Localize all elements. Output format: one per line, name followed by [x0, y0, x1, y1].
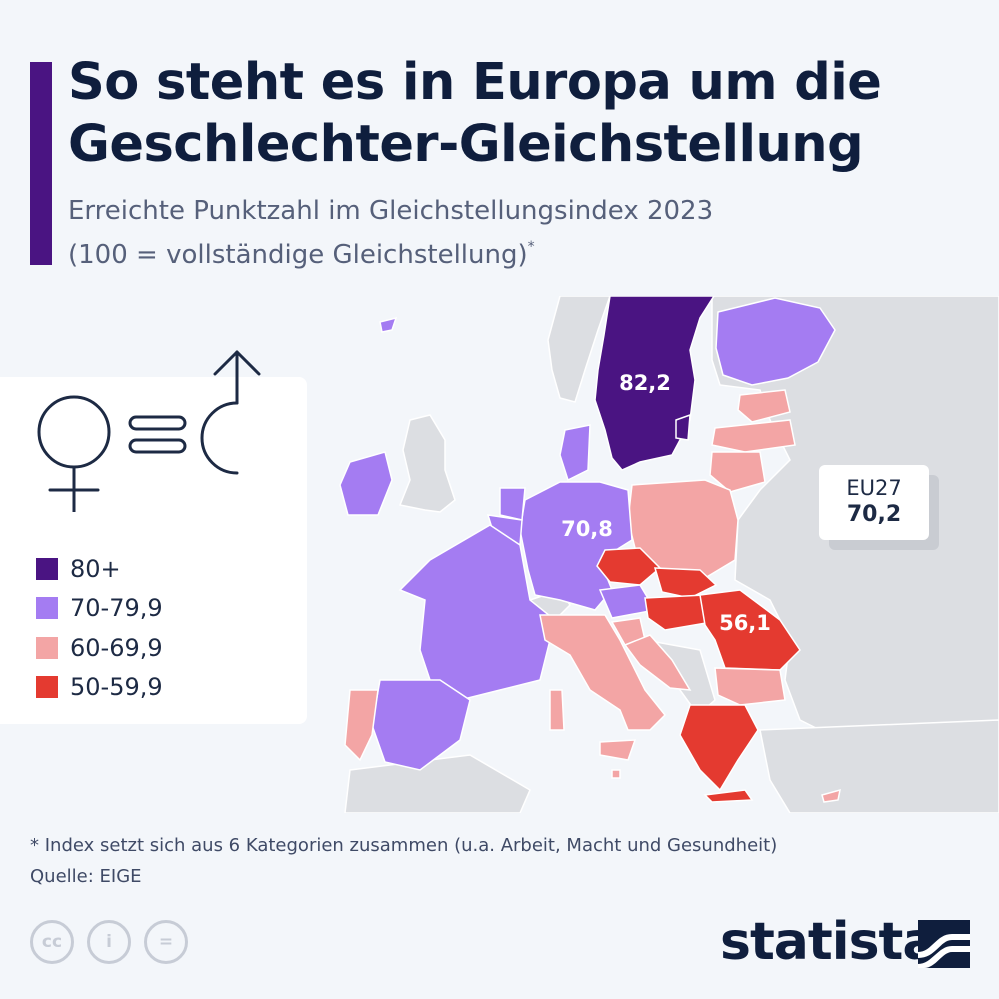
- sicily: [599, 739, 637, 761]
- legend-label: 70-79,9: [70, 594, 163, 622]
- spain: [371, 679, 471, 771]
- iceland-fragment: [379, 316, 398, 333]
- subtitle-footnote-marker: *: [527, 239, 535, 255]
- eu-value: 70,2: [846, 502, 902, 527]
- north-africa: [344, 754, 531, 813]
- norway: [547, 296, 611, 403]
- eu-label: EU27: [846, 476, 902, 500]
- subtitle: Erreichte Punktzahl im Gleichstellungsin…: [68, 193, 968, 273]
- legend-swatch: [36, 676, 58, 698]
- legend-swatch: [36, 558, 58, 580]
- source-note: Quelle: EIGE: [30, 866, 142, 887]
- legend-item-70: 70-79,9: [36, 594, 163, 622]
- netherlands: [499, 487, 526, 521]
- gotland: [675, 413, 691, 441]
- hungary: [644, 594, 713, 631]
- eu-countries: [339, 296, 841, 803]
- france: [398, 524, 556, 701]
- great-britain: [398, 414, 456, 513]
- sardinia: [549, 689, 565, 731]
- estonia: [737, 389, 791, 423]
- legend-item-50: 50-59,9: [36, 673, 163, 701]
- page-title: So steht es in Europa um die Geschlechte…: [68, 53, 882, 174]
- denmark: [559, 424, 591, 482]
- slovakia: [653, 567, 718, 599]
- italy: [539, 614, 667, 731]
- malta: [611, 769, 621, 779]
- lithuania: [709, 451, 766, 493]
- bulgaria: [714, 667, 786, 706]
- legend-card: 80+ 70-79,9 60-69,9 50-59,9: [0, 350, 307, 724]
- license-icons: cc i =: [30, 920, 201, 964]
- romania-value-label: 56,1: [719, 611, 771, 635]
- sweden-value-label: 82,2: [619, 371, 671, 395]
- no-derivatives-icon[interactable]: =: [144, 920, 188, 964]
- turkey: [759, 719, 999, 813]
- statista-brand[interactable]: statista: [720, 912, 937, 972]
- legend-item-80plus: 80+: [36, 555, 121, 583]
- finland: [715, 297, 836, 386]
- croatia: [623, 634, 692, 691]
- latvia: [711, 419, 796, 453]
- portugal: [344, 689, 379, 762]
- subtitle-line-2: (100 = vollständige Gleichstellung): [68, 240, 528, 270]
- germany-value-label: 70,8: [561, 517, 613, 541]
- legend-label: 80+: [70, 555, 121, 583]
- attribution-icon[interactable]: i: [87, 920, 131, 964]
- legend-label: 60-69,9: [70, 634, 163, 662]
- accent-bar: [30, 62, 52, 265]
- equals-icon: [128, 415, 187, 454]
- footnote: * Index setzt sich aus 6 Kategorien zusa…: [30, 835, 778, 856]
- crete: [703, 789, 754, 803]
- legend-swatch: [36, 597, 58, 619]
- eu-average-box: EU27 70,2: [819, 465, 929, 540]
- statista-logo-icon: [918, 920, 970, 968]
- gender-equality-icon: [37, 350, 261, 512]
- subtitle-line-1: Erreichte Punktzahl im Gleichstellungsin…: [68, 196, 714, 226]
- female-symbol-icon: [37, 395, 111, 512]
- ireland: [339, 451, 393, 516]
- creative-commons-icon[interactable]: cc: [30, 920, 74, 964]
- legend-item-60: 60-69,9: [36, 634, 163, 662]
- poland: [627, 479, 739, 579]
- legend-label: 50-59,9: [70, 673, 163, 701]
- male-symbol-icon: [200, 350, 261, 475]
- legend-swatch: [36, 637, 58, 659]
- greece: [679, 704, 759, 792]
- europe-map: 82,2 70,8 56,1: [0, 296, 999, 813]
- cyprus: [821, 788, 841, 803]
